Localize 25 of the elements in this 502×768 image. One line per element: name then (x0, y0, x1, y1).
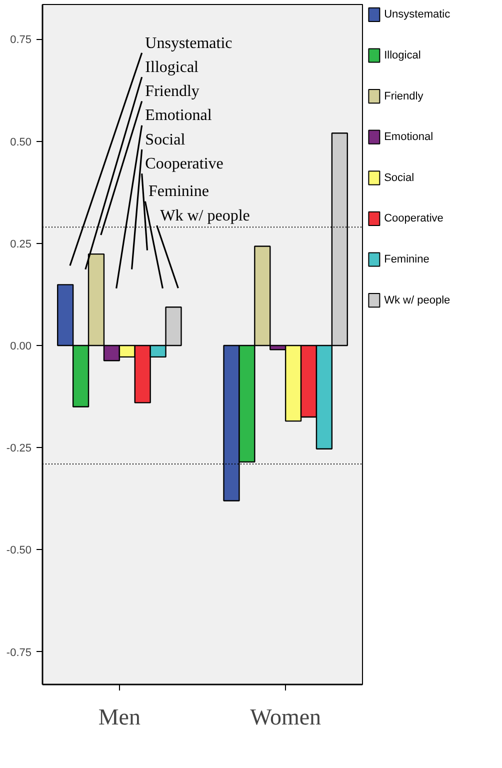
legend-label: Cooperative (384, 212, 444, 225)
text: Unsystematic (145, 34, 232, 52)
y-tick-label: -0.50 (6, 544, 32, 557)
legend-label: Illogical (384, 50, 421, 62)
x-tick-label: Women (250, 704, 322, 730)
y-tick-label: 0.50 (10, 136, 32, 148)
legend-label: Social (384, 172, 414, 184)
y-tick-label: 0.75 (10, 34, 32, 46)
text: Social (145, 131, 186, 148)
y-tick-label: -0.75 (6, 646, 32, 659)
y-tick-label: 0.25 (10, 238, 32, 250)
text: Illogical (145, 58, 198, 76)
text: Wk w/ people (160, 207, 250, 224)
text: Friendly (145, 83, 200, 100)
y-tick-label: 0.00 (10, 340, 32, 353)
x-tick-label: Men (98, 704, 142, 730)
legend-label: Friendly (384, 90, 424, 102)
text: Feminine (148, 183, 209, 200)
legend-label: Feminine (384, 254, 430, 266)
legend-label: Emotional (384, 131, 434, 144)
y-tick-label: -0.25 (6, 442, 32, 455)
text: Emotional (145, 107, 212, 124)
text: Cooperative (145, 155, 224, 172)
legend-label: Unsystematic (384, 8, 451, 21)
legend-label: Wk w/ people (384, 294, 450, 306)
